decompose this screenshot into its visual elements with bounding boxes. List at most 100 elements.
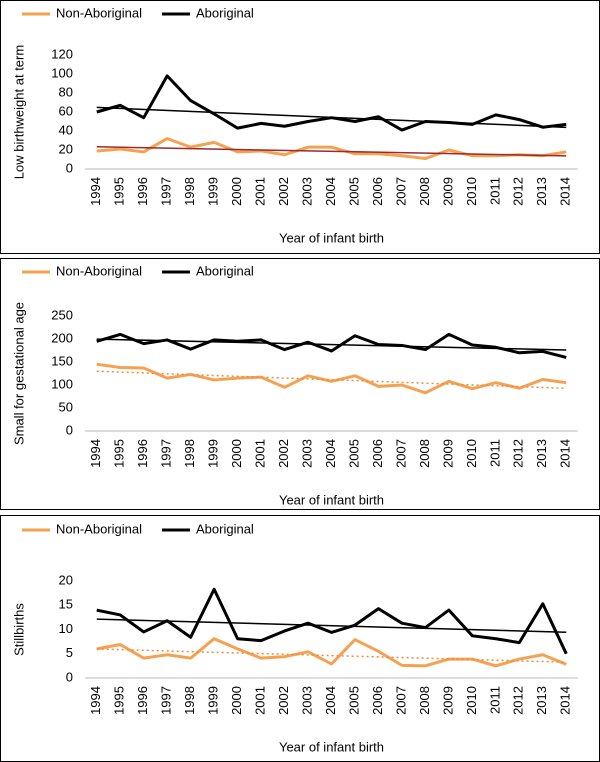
x-tick-label: 2000 — [229, 177, 244, 206]
x-tick-label: 2006 — [370, 177, 385, 206]
x-tick-label: 2012 — [511, 177, 526, 206]
x-tick-label: 1998 — [182, 686, 197, 715]
x-tick-label: 2011 — [487, 686, 502, 714]
x-tick-label: 1997 — [159, 439, 174, 468]
x-tick-label: 2007 — [393, 686, 408, 715]
x-tick-label: 2009 — [440, 177, 455, 206]
panel-border — [0, 515, 600, 762]
x-tick-label: 2000 — [229, 686, 244, 715]
x-tick-label: 1998 — [182, 177, 197, 206]
x-tick-label: 2003 — [299, 439, 314, 468]
x-tick-label: 2011 — [487, 439, 502, 467]
x-tick-label: 1997 — [159, 177, 174, 206]
x-axis-title: Year of infant birth — [279, 739, 384, 754]
series-line — [96, 137, 567, 161]
x-tick-label: 1999 — [206, 686, 221, 715]
x-tick-label: 2010 — [464, 686, 479, 715]
x-tick-label: 1994 — [88, 686, 103, 715]
y-axis-title: Stillbirths — [11, 603, 26, 656]
x-tick-label: 2012 — [511, 686, 526, 715]
x-axis-title: Year of infant birth — [279, 492, 384, 507]
legend-label: Non-Aboriginal — [56, 263, 142, 278]
y-tick-label: 120 — [51, 46, 73, 61]
y-tick-label: 250 — [51, 307, 73, 322]
x-tick-label: 2003 — [299, 177, 314, 206]
trend-line — [96, 146, 567, 157]
x-tick-label: 2001 — [253, 177, 268, 206]
x-tick-label: 1998 — [182, 439, 197, 468]
y-tick-label: 100 — [51, 65, 73, 80]
x-tick-label: 2000 — [229, 439, 244, 468]
y-tick-label: 0 — [66, 160, 73, 175]
y-axis-title: Small for gestational age — [11, 302, 26, 445]
x-tick-label: 2005 — [346, 439, 361, 468]
y-tick-label: 80 — [59, 84, 73, 99]
x-tick-label: 1995 — [112, 177, 127, 206]
series-line — [96, 332, 567, 359]
x-tick-label: 2011 — [487, 177, 502, 205]
x-tick-label: 2004 — [323, 686, 338, 715]
trend-line — [96, 106, 567, 129]
y-tick-label: 15 — [59, 597, 73, 612]
trend-line — [96, 370, 567, 390]
x-tick-label: 1996 — [135, 439, 150, 468]
y-tick-label: 60 — [59, 103, 73, 118]
y-tick-label: 5 — [66, 645, 73, 660]
x-tick-label: 2009 — [440, 439, 455, 468]
x-tick-label: 1997 — [159, 686, 174, 715]
x-tick-label: 2013 — [534, 177, 549, 206]
y-tick-label: 0 — [66, 669, 73, 684]
x-tick-label: 1995 — [112, 686, 127, 715]
x-tick-label: 2008 — [417, 177, 432, 206]
y-tick-label: 0 — [66, 422, 73, 437]
x-tick-label: 1994 — [88, 177, 103, 206]
trend-line — [96, 338, 567, 351]
x-tick-label: 2006 — [370, 439, 385, 468]
x-tick-label: 1996 — [135, 686, 150, 715]
x-axis-title: Year of infant birth — [279, 230, 384, 245]
x-tick-label: 2004 — [323, 177, 338, 206]
x-tick-label: 2009 — [440, 686, 455, 715]
trend-line — [96, 618, 567, 633]
legend-label: Aboriginal — [196, 521, 254, 536]
x-tick-label: 2012 — [511, 439, 526, 468]
x-tick-label: 2002 — [276, 439, 291, 468]
legend-label: Aboriginal — [196, 263, 254, 278]
x-tick-label: 2002 — [276, 686, 291, 715]
y-tick-label: 150 — [51, 353, 73, 368]
x-tick-label: 1995 — [112, 439, 127, 468]
x-tick-label: 2003 — [299, 686, 314, 715]
x-tick-label: 2005 — [346, 177, 361, 206]
y-tick-label: 200 — [51, 330, 73, 345]
x-tick-label: 2014 — [558, 177, 573, 206]
panel-border — [0, 0, 600, 254]
y-tick-label: 100 — [51, 376, 73, 391]
legend-label: Non-Aboriginal — [56, 5, 142, 20]
x-tick-label: 2007 — [393, 439, 408, 468]
x-tick-label: 1999 — [206, 439, 221, 468]
x-tick-label: 2001 — [253, 686, 268, 715]
legend-label: Non-Aboriginal — [56, 521, 142, 536]
legend-label: Aboriginal — [196, 5, 254, 20]
x-tick-label: 1999 — [206, 177, 221, 206]
x-tick-label: 1994 — [88, 439, 103, 468]
series-line — [96, 637, 567, 668]
series-line — [96, 74, 567, 132]
x-tick-label: 2010 — [464, 177, 479, 206]
y-tick-label: 20 — [59, 572, 73, 587]
y-tick-label: 40 — [59, 122, 73, 137]
x-tick-label: 2013 — [534, 439, 549, 468]
x-tick-label: 2007 — [393, 177, 408, 206]
y-tick-label: 10 — [59, 621, 73, 636]
x-tick-label: 2014 — [558, 686, 573, 715]
trend-line — [96, 648, 567, 663]
x-tick-label: 2001 — [253, 439, 268, 468]
series-line — [96, 362, 567, 395]
x-tick-label: 2014 — [558, 439, 573, 468]
y-tick-label: 50 — [59, 399, 73, 414]
y-tick-label: 20 — [59, 141, 73, 156]
x-tick-label: 2002 — [276, 177, 291, 206]
x-tick-label: 2008 — [417, 686, 432, 715]
